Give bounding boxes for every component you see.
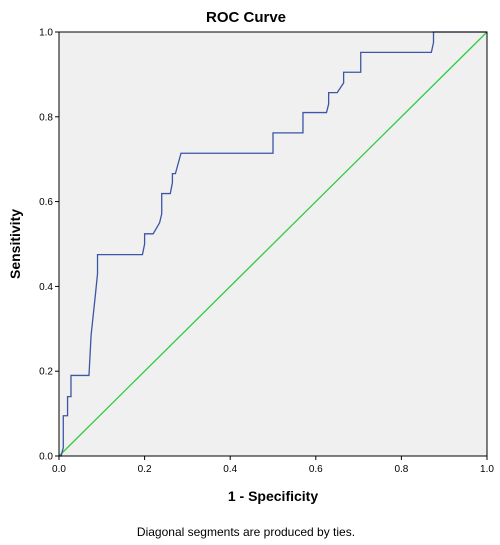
y-tick-label: 0.2	[39, 367, 53, 378]
x-axis-label: 1 - Specificity	[228, 488, 318, 504]
x-tick-label: 0.2	[138, 464, 152, 475]
plot-frame	[58, 31, 488, 457]
reference-diagonal-line	[58, 31, 488, 457]
y-axis-label: Sensitivity	[7, 209, 23, 279]
roc-curve-line	[59, 31, 487, 457]
y-tick-label: 0.0	[39, 452, 53, 463]
x-tick-label: 0.0	[52, 464, 66, 475]
y-tick-label: 0.6	[39, 197, 53, 208]
y-tick-label: 1.0	[39, 28, 53, 39]
footnote: Diagonal segments are produced by ties.	[137, 525, 355, 539]
x-tick-label: 1.0	[480, 464, 494, 475]
y-tick-label: 0.8	[39, 112, 53, 123]
x-tick-label: 0.8	[394, 464, 408, 475]
chart-title: ROC Curve	[206, 9, 286, 26]
axis-ticks: 0.0 0.2 0.4 0.6 0.8 1.0 0.0 0.2 0.4 0.6 0.8 1.0	[39, 28, 494, 476]
y-tick-label: 0.4	[39, 282, 53, 293]
x-tick-label: 0.6	[309, 464, 323, 475]
x-tick-label: 0.4	[223, 464, 237, 475]
